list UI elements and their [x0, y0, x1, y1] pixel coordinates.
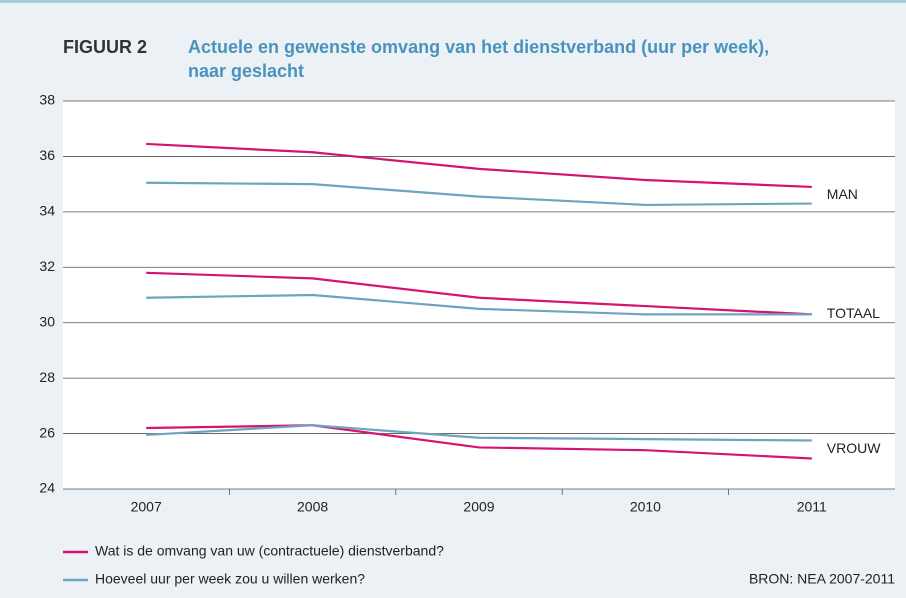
x-tick-label: 2007 [131, 499, 162, 515]
x-tick-label: 2008 [297, 499, 328, 515]
group-label: MAN [827, 186, 858, 202]
x-tick-label: 2010 [630, 499, 661, 515]
plot-area [63, 101, 895, 489]
figure-label: FIGUUR 2 [63, 37, 147, 57]
line-series [146, 142, 812, 189]
source: BRON: NEA 2007-2011 [749, 571, 895, 587]
top-border [0, 0, 906, 3]
line-series [146, 271, 812, 316]
line-series [146, 293, 812, 316]
group-label: TOTAAL [827, 305, 880, 321]
y-tick-label: 30 [39, 313, 55, 329]
x-tick-label: 2009 [463, 499, 494, 515]
y-tick-label: 28 [39, 369, 55, 385]
y-tick-label: 24 [39, 480, 55, 496]
group-label: VROUW [827, 440, 881, 456]
line-series [146, 424, 812, 460]
line-series [146, 181, 812, 207]
legend-label: Hoeveel uur per week zou u willen werken… [95, 571, 365, 587]
legend-label: Wat is de omvang van uw (contractuele) d… [95, 543, 444, 559]
chart-title: Actuele en gewenste omvang van het diens… [188, 37, 769, 57]
y-tick-label: 36 [39, 147, 55, 163]
line-series [146, 424, 812, 442]
y-tick-label: 26 [39, 424, 55, 440]
x-tick-label: 2011 [797, 499, 827, 515]
y-tick-label: 32 [39, 258, 55, 274]
chart-title: naar geslacht [188, 61, 304, 81]
y-tick-label: 38 [39, 92, 55, 108]
y-tick-label: 34 [39, 203, 55, 219]
